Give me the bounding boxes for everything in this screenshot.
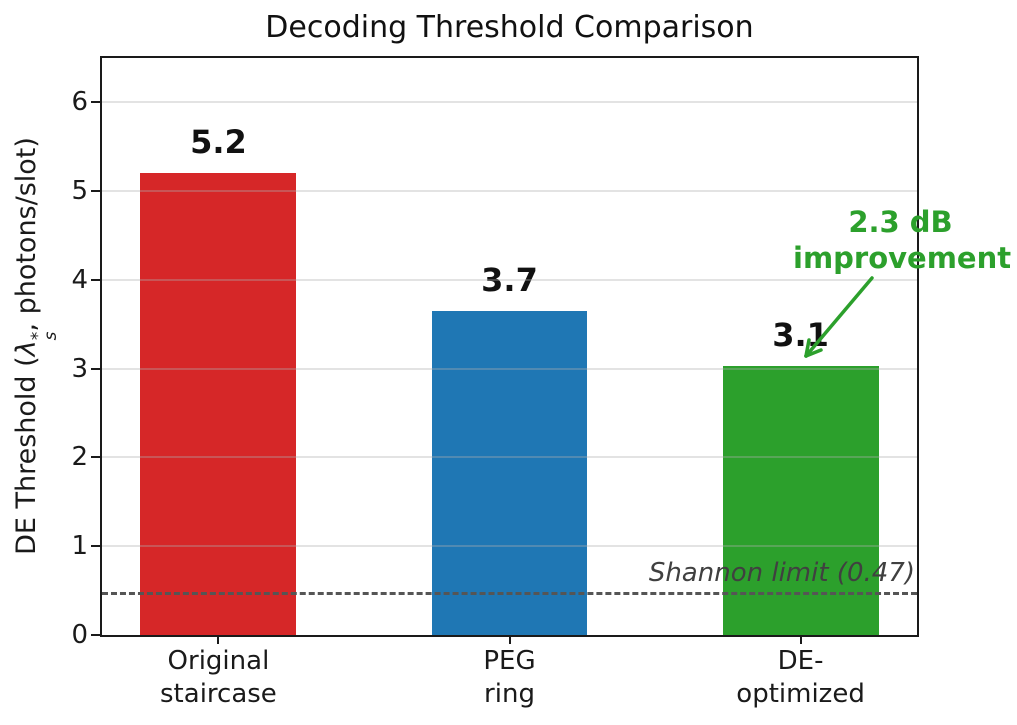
bar-original-staircase: 5.2 — [140, 123, 297, 635]
x-tick-mark — [217, 635, 220, 644]
x-tick-label: PEG ring — [390, 645, 630, 711]
gridline — [102, 545, 917, 548]
x-tick-label-line: DE- — [777, 646, 824, 676]
gridline — [102, 101, 917, 104]
gridline — [102, 367, 917, 370]
y-tick-label: 4 — [71, 264, 88, 295]
bar-peg-ring: 3.7 — [431, 261, 588, 635]
y-tick-label: 0 — [71, 620, 88, 650]
y-axis-label-suffix: , photons/slot) — [10, 137, 42, 332]
x-tick-mark — [508, 635, 511, 644]
y-tick-mark — [91, 545, 100, 548]
x-tick-label-line: optimized — [736, 679, 865, 709]
y-tick-label: 1 — [71, 531, 88, 562]
y-tick-mark — [91, 101, 100, 104]
y-tick-mark — [91, 456, 100, 459]
y-tick-mark — [91, 367, 100, 370]
y-tick-mark — [91, 190, 100, 193]
y-tick-label: 6 — [71, 87, 88, 118]
gridline — [102, 456, 917, 459]
bar-value-label: 5.2 — [190, 123, 247, 162]
x-tick-label: DE-optimized — [681, 645, 921, 711]
bar-value-label: 3.7 — [481, 261, 538, 299]
x-tick-label-line: ring — [484, 679, 535, 709]
annotation-line-1: 2.3 dB — [848, 205, 953, 239]
chart-title: Decoding Threshold Comparison — [265, 10, 754, 45]
x-tick-label-line: PEG — [483, 646, 536, 676]
x-tick-label: Original staircase — [98, 645, 338, 711]
gridline — [102, 190, 917, 193]
y-tick-mark — [91, 278, 100, 281]
y-tick-label: 5 — [71, 176, 88, 207]
x-tick-label-line: Original — [167, 646, 270, 676]
improvement-annotation: 2.3 dB improvement — [793, 204, 1012, 276]
lambda-subscript: s — [39, 331, 60, 341]
annotation-line-2: improvement — [793, 241, 1012, 275]
y-tick-label: 2 — [71, 442, 88, 473]
shannon-limit-label: Shannon limit (0.47) — [648, 558, 915, 589]
y-tick-label: 3 — [71, 353, 88, 384]
x-tick-label-line: staircase — [160, 679, 277, 709]
gridline — [102, 278, 917, 281]
shannon-limit-line — [102, 591, 917, 595]
plot-area: 5.2 3.7 3.1 Shannon limit (0.47) — [100, 56, 919, 637]
x-tick-mark — [799, 635, 802, 644]
bar-value-label: 3.1 — [772, 316, 829, 355]
y-tick-mark — [91, 634, 100, 636]
lambda-subsup: * s — [26, 331, 60, 341]
